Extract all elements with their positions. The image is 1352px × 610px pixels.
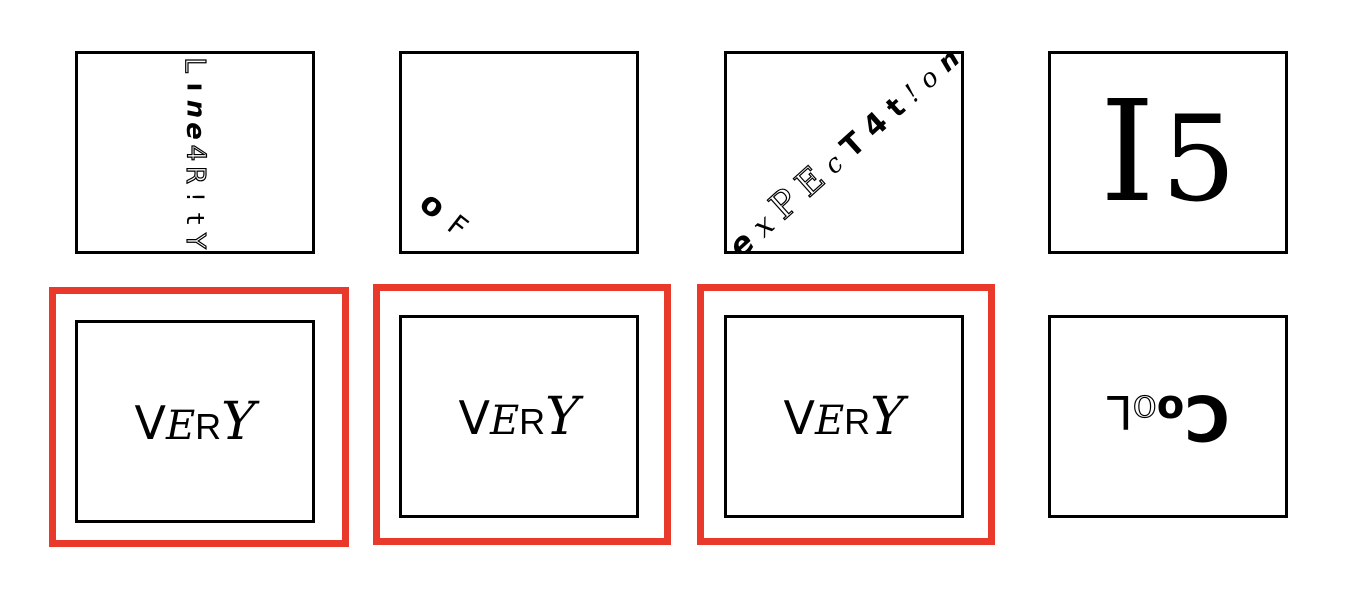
glyph: I [1099,70,1156,234]
glyph: E [788,158,834,206]
tile-word: VERY [402,318,636,515]
glyph: V [134,395,166,450]
glyph: t [879,89,912,124]
glyph: R [844,400,871,442]
tile-is[interactable]: I5 [1048,51,1288,254]
glyph: R [195,405,222,447]
glyph: o [1156,385,1184,432]
glyph: V [458,390,490,445]
glyph: T [834,124,874,165]
glyph: n [179,99,210,118]
glyph: 5 [1161,89,1237,228]
tile-lnearity[interactable]: L ı n e 4 R ! t Y [75,51,315,254]
glyph: n [932,51,964,78]
glyph: Y [179,232,210,249]
glyph: Y [870,386,905,447]
tile-word: I5 [1051,54,1285,251]
glyph: R [179,165,210,184]
glyph: t [180,211,209,226]
glyph: ! [899,78,927,109]
glyph: 4 [856,104,896,145]
tile-word: VERY [727,318,961,515]
glyph: 4 [179,144,210,162]
tile-word: e x P E c T 4 t ! o n [727,54,961,251]
tile-very-2[interactable]: VERY [399,315,639,518]
glyph: V [783,390,815,445]
glyph: C [1183,380,1230,454]
glyph: L [1106,384,1133,439]
tile-word: VERY [78,323,312,520]
tile-of[interactable]: o F [399,51,639,254]
glyph: e [179,121,210,140]
glyph: F [441,208,475,245]
tile-very-3[interactable]: VERY [724,315,964,518]
glyph: x [746,206,783,245]
tile-word: L ı n e 4 R ! t Y [78,54,312,251]
tile-word: o F [402,54,636,251]
glyph: E [814,397,845,444]
tile-word: CooL [1051,318,1285,515]
glyph: R [519,400,546,442]
glyph: E [489,397,520,444]
tile-very-1[interactable]: VERY [75,320,315,523]
glyph: o [913,61,946,95]
glyph: ı [179,82,210,91]
glyph: L [178,56,212,73]
glyph: ! [180,189,209,204]
glyph: o [1132,385,1157,432]
glyph: o [412,183,454,227]
glyph: E [165,402,196,449]
glyph: Y [221,391,256,452]
tile-expectation[interactable]: e x P E c T 4 t ! o n [724,51,964,254]
glyph: c [819,148,851,181]
tile-cool[interactable]: CooL [1048,315,1288,518]
glyph: Y [545,386,580,447]
